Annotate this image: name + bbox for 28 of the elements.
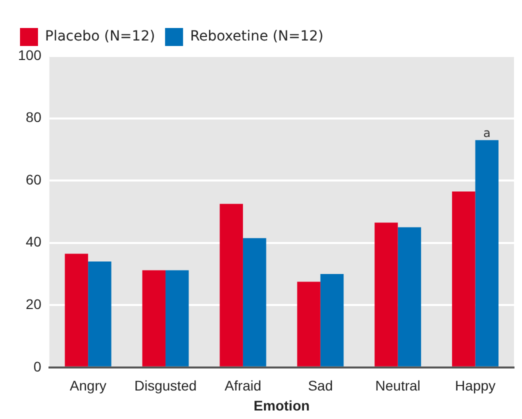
- x-axis-title: Emotion: [254, 397, 310, 414]
- y-tick-label: 60: [26, 171, 42, 188]
- y-tick-label: 40: [26, 234, 42, 250]
- bar: [374, 222, 398, 366]
- y-tick-label: 100: [18, 46, 42, 63]
- x-tick-label: Angry: [70, 378, 106, 394]
- bar: [320, 274, 344, 366]
- bar: [142, 270, 166, 366]
- bar: [452, 191, 476, 366]
- x-tick-label: Sad: [308, 378, 333, 394]
- y-tick-label: 80: [26, 109, 42, 126]
- x-tick-label: Happy: [455, 378, 496, 394]
- y-tick-label: 0: [34, 358, 42, 374]
- bar: [297, 282, 320, 366]
- y-tick-label: 20: [26, 296, 42, 312]
- x-tick-label: Disgusted: [134, 378, 197, 394]
- bar: [475, 140, 499, 366]
- bar: [166, 270, 189, 366]
- legend-label: Placebo (N=12): [45, 28, 156, 45]
- legend-label: Reboxetine (N=12): [190, 28, 324, 45]
- bar: [242, 238, 266, 366]
- x-tick-label: Neutral: [375, 378, 420, 394]
- x-tick-label: Afraid: [224, 378, 262, 394]
- bar: [88, 262, 112, 366]
- annotation: a: [483, 126, 491, 140]
- bar: [220, 204, 243, 366]
- bar: [64, 254, 88, 366]
- bar: [398, 227, 422, 366]
